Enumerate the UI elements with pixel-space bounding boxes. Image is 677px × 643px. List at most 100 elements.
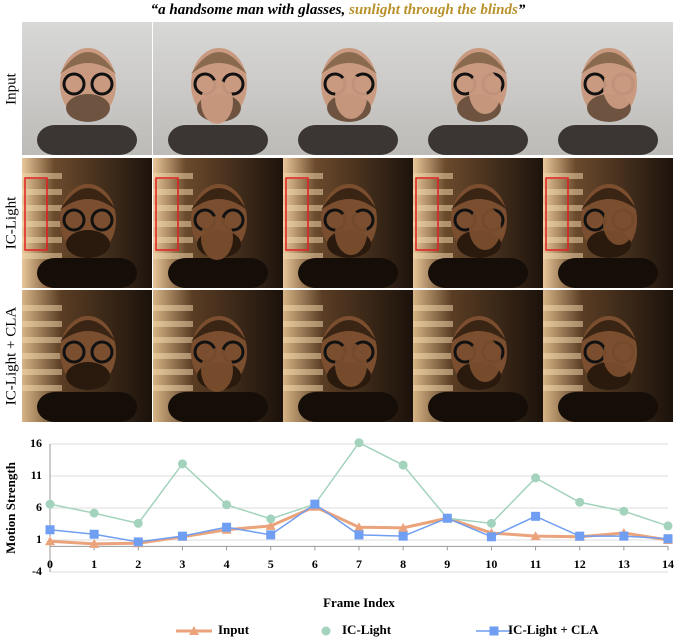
hand [469,206,501,250]
data-point [222,500,232,510]
y-axis-label: Motion Strength [3,461,18,554]
blind-stripe [413,337,453,343]
hair [451,188,507,210]
shoulders [168,392,268,422]
shoulders [558,392,658,422]
data-point [530,531,541,541]
data-point [45,525,55,535]
row-label: IC-Light [3,196,19,249]
blind-stripe [413,237,453,243]
legend-marker [489,626,499,636]
blind-stripe [283,337,323,343]
blind-stripe [22,221,62,227]
shoulders [168,125,268,155]
row-label: IC-Light + CLA [3,307,19,406]
data-point [266,530,276,540]
x-tick-label: 6 [312,557,318,571]
blind-stripe [413,305,453,311]
blind-stripe [413,253,453,259]
blind-stripe [543,205,583,211]
data-point [663,521,673,531]
photo [283,22,413,155]
blind-stripe [283,321,323,327]
blind-stripe [22,189,62,195]
blind-stripe [283,385,323,391]
blind-stripe [413,385,453,391]
data-point [531,473,541,483]
data-point [486,532,496,542]
data-point [354,530,364,540]
hair [321,52,377,74]
blind-stripe [413,369,453,375]
hand [469,338,501,382]
shoulders [37,258,137,288]
x-tick-label: 8 [400,557,406,571]
row-label: Input [3,72,19,104]
data-point [310,499,320,509]
blind-stripe [543,353,583,359]
series-line [49,441,669,527]
blind-stripe [153,189,193,195]
blind-stripe [283,173,323,179]
data-point [89,538,100,548]
x-tick-label: 2 [135,557,141,571]
hand [335,343,367,387]
blind-stripe [543,189,583,195]
legend-label: IC-Light + CLA [508,622,599,637]
highlight-box [24,177,48,251]
y-tick-label: 11 [31,468,42,482]
legend-marker [321,626,331,636]
title: “a handsome man with glasses, sunlight t… [151,2,526,18]
y-tick-label: 16 [30,436,42,450]
x-tick-label: 0 [47,557,53,571]
data-point [133,518,143,528]
hair [191,188,247,210]
shoulders [428,125,528,155]
blind-stripe [22,305,62,311]
glasses [62,340,86,364]
blind-stripe [22,205,62,211]
photo [22,290,152,422]
x-tick-label: 12 [574,557,586,571]
blind-stripe [413,353,453,359]
blind-stripe [22,237,62,243]
shoulders [428,392,528,422]
hair [581,320,637,342]
data-point [222,522,232,532]
hand [335,75,367,119]
hair [321,320,377,342]
hair [581,52,637,74]
blind-stripe [153,321,193,327]
blind-stripe [22,253,62,259]
photo [153,158,283,288]
shoulders [558,125,658,155]
photo [543,158,673,288]
legend-label: IC-Light [342,622,392,637]
y-tick-label: 6 [36,500,42,514]
blind-stripe [543,221,583,227]
blind-stripe [543,237,583,243]
photo [543,290,673,422]
blind-stripe [283,353,323,359]
shoulders [558,258,658,288]
glasses [90,208,114,232]
hand [603,65,635,109]
blind-stripe [283,237,323,243]
x-tick-label: 5 [268,557,274,571]
hair [581,188,637,210]
data-point [265,520,276,530]
data-point [663,534,673,544]
shoulders [298,258,398,288]
blind-stripe [543,253,583,259]
blind-stripe [153,353,193,359]
shoulders [298,125,398,155]
x-tick-label: 13 [618,557,630,571]
blind-stripe [413,173,453,179]
x-tick-label: 4 [224,557,230,571]
hair [191,320,247,342]
data-point [133,537,143,547]
shoulders [37,392,137,422]
glasses [90,72,114,96]
data-point [89,529,99,539]
